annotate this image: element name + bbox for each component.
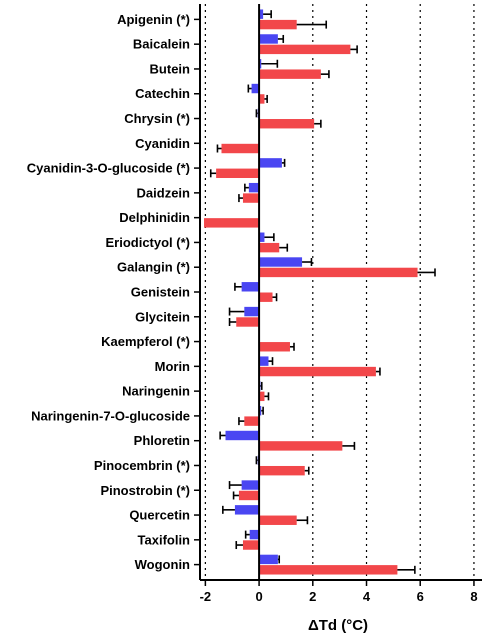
x-tick-label: 2 xyxy=(309,589,316,604)
red-bar xyxy=(242,540,260,550)
category-label: Kaempferol (*) xyxy=(101,334,190,349)
blue-bar xyxy=(249,529,260,540)
red-bar xyxy=(259,94,265,104)
red-bar xyxy=(259,267,418,278)
category-label: Naringenin xyxy=(122,384,190,399)
category-label: Pinocembrin (*) xyxy=(94,458,190,473)
category-label: Delphinidin xyxy=(119,210,190,225)
x-tick-label: 6 xyxy=(417,589,424,604)
blue-bar xyxy=(259,405,262,416)
grid-lines xyxy=(204,4,475,580)
blue-bar xyxy=(248,182,260,193)
blue-bar xyxy=(259,232,265,242)
blue-bar xyxy=(259,34,278,44)
blue-bar xyxy=(259,158,282,168)
category-label: Cyanidin xyxy=(135,136,190,151)
blue-bar xyxy=(241,282,260,292)
category-label: Morin xyxy=(155,359,190,374)
blue-bar xyxy=(234,505,260,515)
category-label: Daidzein xyxy=(137,185,191,200)
x-axis-title: ΔTd (°C) xyxy=(308,617,368,634)
category-label: Baicalein xyxy=(133,37,190,52)
blue-bar xyxy=(259,554,278,565)
red-bar xyxy=(244,416,260,426)
red-bar xyxy=(259,44,351,55)
blue-bar xyxy=(251,83,260,94)
red-bar xyxy=(259,292,273,302)
red-bar xyxy=(259,441,343,451)
blue-bar xyxy=(259,356,269,366)
category-label: Genistein xyxy=(131,285,190,300)
category-label: Wogonin xyxy=(135,557,190,572)
category-label: Naringenin-7-O-glucoside xyxy=(31,408,190,423)
red-bar xyxy=(259,19,297,30)
blue-bar xyxy=(259,9,264,19)
red-bar xyxy=(259,366,376,377)
category-label: Eriodictyol (*) xyxy=(105,235,190,250)
category-label: Chrysin (*) xyxy=(124,111,190,126)
red-bar xyxy=(259,69,321,79)
red-bar xyxy=(259,465,305,476)
blue-bar xyxy=(259,59,262,69)
category-label: Taxifolin xyxy=(138,532,191,547)
category-labels: Apigenin (*) Baicalein Butein Catechin Chrys… xyxy=(27,12,190,572)
blue-bar xyxy=(241,480,260,490)
blue-bar xyxy=(244,306,260,317)
category-label: Catechin xyxy=(135,86,190,101)
red-bar xyxy=(242,193,260,203)
red-bar xyxy=(204,218,260,228)
category-label: Cyanidin-3-O-glucoside (*) xyxy=(27,161,190,176)
red-bar xyxy=(259,515,297,525)
bars xyxy=(204,9,436,575)
category-label: Phloretin xyxy=(134,433,190,448)
red-bar xyxy=(259,565,398,575)
category-label: Quercetin xyxy=(129,508,190,523)
red-bar xyxy=(259,119,315,129)
category-label: Galangin (*) xyxy=(117,260,190,275)
category-label: Glycitein xyxy=(135,309,190,324)
red-bar xyxy=(236,317,260,327)
red-bar xyxy=(216,168,260,179)
x-tick-label: 8 xyxy=(470,589,477,604)
x-tick-label: 0 xyxy=(255,589,262,604)
blue-bar xyxy=(259,257,303,267)
category-label: Pinostrobin (*) xyxy=(100,483,190,498)
red-bar xyxy=(259,342,290,352)
category-label: Apigenin (*) xyxy=(117,12,190,27)
red-bar xyxy=(259,391,265,402)
axes: -2 0 2 4 6 8 xyxy=(194,4,482,604)
category-label: Butein xyxy=(150,61,191,76)
x-tick-label: 4 xyxy=(363,589,371,604)
red-bar xyxy=(238,490,260,501)
blue-bar xyxy=(225,430,260,441)
red-bar xyxy=(221,143,260,154)
red-bar xyxy=(259,242,280,253)
x-tick-label: -2 xyxy=(200,589,212,604)
